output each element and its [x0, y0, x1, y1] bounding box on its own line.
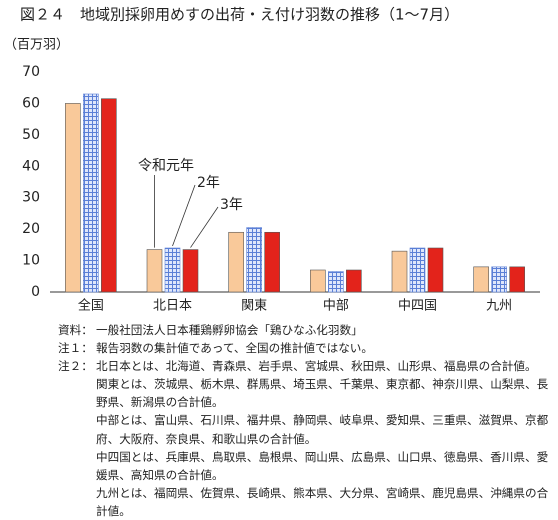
x-tick-label: 関東 — [241, 298, 267, 314]
note-label: 注１： — [58, 341, 93, 356]
notes: 資料： 一般社団法人日本種鶏孵卵協会「鶏ひなふ化羽数」 注１： 報告羽数の集計値であっ… — [58, 321, 556, 520]
bar — [65, 103, 81, 293]
legend-label: 令和元年 — [138, 158, 194, 174]
x-tick-label: 中部 — [323, 299, 349, 314]
y-tick-label: 0 — [31, 284, 40, 300]
y-tick-label: 20 — [22, 221, 40, 237]
note: 注２： 北日本とは、北海道、青森県、岩手県、宮城県、秋田県、山形県、福島県の合計値… — [58, 357, 556, 520]
chart: 図２４ 地域別採卵用めすの出荷・え付け羽数の推移（1～7月） （百万羽） 0 10… — [4, 6, 540, 314]
y-axis-label: （百万羽） — [4, 38, 69, 53]
y-tick-label: 10 — [22, 253, 40, 269]
note-line: 中部とは、富山県、石川県、福井県、静岡県、岐阜県、愛知県、三重県、滋賀県、京都府… — [96, 413, 549, 446]
bar — [228, 231, 244, 293]
legend-label: 3年 — [220, 197, 243, 213]
bar — [391, 250, 408, 293]
bar — [310, 269, 326, 293]
bar — [101, 98, 117, 293]
callout-line — [172, 184, 196, 247]
bar — [146, 249, 163, 293]
y-tick-label: 40 — [22, 158, 40, 174]
chart-title: 図２４ 地域別採卵用めすの出荷・え付け羽数の推移（1～7月） — [20, 6, 459, 24]
bar — [409, 247, 426, 293]
x-tick-label: 全国 — [78, 298, 104, 314]
bar — [427, 247, 444, 293]
y-tick-label: 50 — [22, 127, 40, 143]
y-tick-label: 60 — [22, 95, 40, 111]
bar — [83, 93, 99, 293]
note-line: 北日本とは、北海道、青森県、岩手県、宮城県、秋田県、山形県、福島県の合計値。 — [96, 359, 537, 374]
bar — [473, 266, 489, 293]
note: 資料： 一般社団法人日本種鶏孵卵協会「鶏ひなふ化羽数」 — [58, 321, 556, 339]
bar — [509, 266, 525, 293]
bar — [491, 266, 507, 293]
note-label: 資料： — [58, 323, 93, 337]
x-tick-label: 北日本 — [153, 299, 192, 314]
note-line: 中四国とは、兵庫県、鳥取県、島根県、岡山県、広島県、山口県、徳島県、香川県、愛媛… — [96, 449, 549, 482]
note: 注１： 報告羽数の集計値であって、全国の推計値ではない。 — [58, 339, 556, 357]
note-label: 注２： — [58, 359, 93, 374]
y-tick-label: 30 — [22, 190, 40, 206]
note-text: 北日本とは、北海道、青森県、岩手県、宮城県、秋田県、山形県、福島県の合計値。関東… — [96, 357, 556, 520]
callout-line — [190, 206, 219, 248]
bar — [328, 271, 344, 293]
legend-label: 2年 — [197, 175, 220, 191]
bar — [264, 231, 280, 293]
bar — [164, 247, 181, 293]
bar — [182, 249, 199, 293]
y-tick-label: 70 — [22, 64, 40, 80]
note-line: 一般社団法人日本種鶏孵卵協会「鶏ひなふ化羽数」 — [96, 323, 363, 337]
note-line: 報告羽数の集計値であって、全国の推計値ではない。 — [96, 341, 373, 356]
x-tick-label: 九州 — [486, 299, 512, 314]
note-line: 関東とは、茨城県、栃木県、群馬県、埼玉県、千葉県、東京都、神奈川県、山梨県、長野… — [96, 377, 549, 410]
note-text: 報告羽数の集計値であって、全国の推計値ではない。 — [96, 339, 556, 357]
bar — [246, 227, 262, 293]
note-text: 一般社団法人日本種鶏孵卵協会「鶏ひなふ化羽数」 — [96, 321, 556, 339]
x-tick-label: 中四国 — [398, 299, 437, 314]
note-line: 九州とは、福岡県、佐賀県、長崎県、熊本県、大分県、宮崎県、鹿児島県、沖縄県の合計… — [96, 485, 549, 518]
bar — [346, 269, 362, 293]
